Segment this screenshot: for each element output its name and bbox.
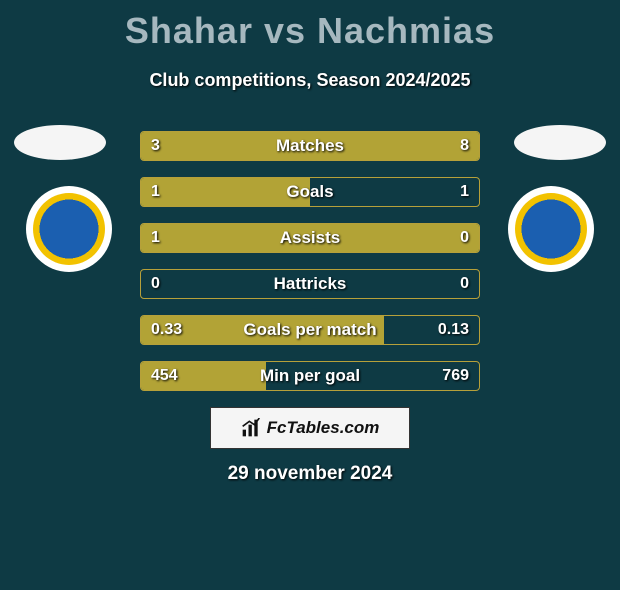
club-badge-right-inner xyxy=(515,193,587,265)
stat-value-right: 0 xyxy=(460,224,469,252)
stat-row-assists: 1 Assists 0 xyxy=(140,223,480,253)
player-left-photo xyxy=(14,125,106,160)
page-title: Shahar vs Nachmias xyxy=(0,10,620,52)
fctables-logo-icon xyxy=(241,418,261,438)
branding-label: FcTables.com xyxy=(267,418,380,438)
stat-row-goals-per-match: 0.33 Goals per match 0.13 xyxy=(140,315,480,345)
stat-label: Min per goal xyxy=(141,362,479,390)
branding-box: FcTables.com xyxy=(210,407,410,449)
comparison-area: 3 Matches 8 1 Goals 1 1 Assists 0 0 Hatt… xyxy=(0,131,620,391)
stat-row-goals: 1 Goals 1 xyxy=(140,177,480,207)
stat-row-min-per-goal: 454 Min per goal 769 xyxy=(140,361,480,391)
footer-date: 29 november 2024 xyxy=(0,463,620,485)
club-badge-left xyxy=(26,186,112,272)
stat-value-right: 769 xyxy=(442,362,469,390)
stat-label: Assists xyxy=(141,224,479,252)
club-badge-right xyxy=(508,186,594,272)
stat-label: Goals xyxy=(141,178,479,206)
stat-value-right: 1 xyxy=(460,178,469,206)
stat-label: Hattricks xyxy=(141,270,479,298)
page-subtitle: Club competitions, Season 2024/2025 xyxy=(0,70,620,91)
stat-value-right: 0.13 xyxy=(438,316,469,344)
player-right-photo xyxy=(514,125,606,160)
stat-row-matches: 3 Matches 8 xyxy=(140,131,480,161)
club-badge-left-inner xyxy=(33,193,105,265)
stat-label: Matches xyxy=(141,132,479,160)
stat-row-hattricks: 0 Hattricks 0 xyxy=(140,269,480,299)
stat-value-right: 8 xyxy=(460,132,469,160)
stats-rows: 3 Matches 8 1 Goals 1 1 Assists 0 0 Hatt… xyxy=(140,131,480,391)
stat-value-right: 0 xyxy=(460,270,469,298)
stat-label: Goals per match xyxy=(141,316,479,344)
